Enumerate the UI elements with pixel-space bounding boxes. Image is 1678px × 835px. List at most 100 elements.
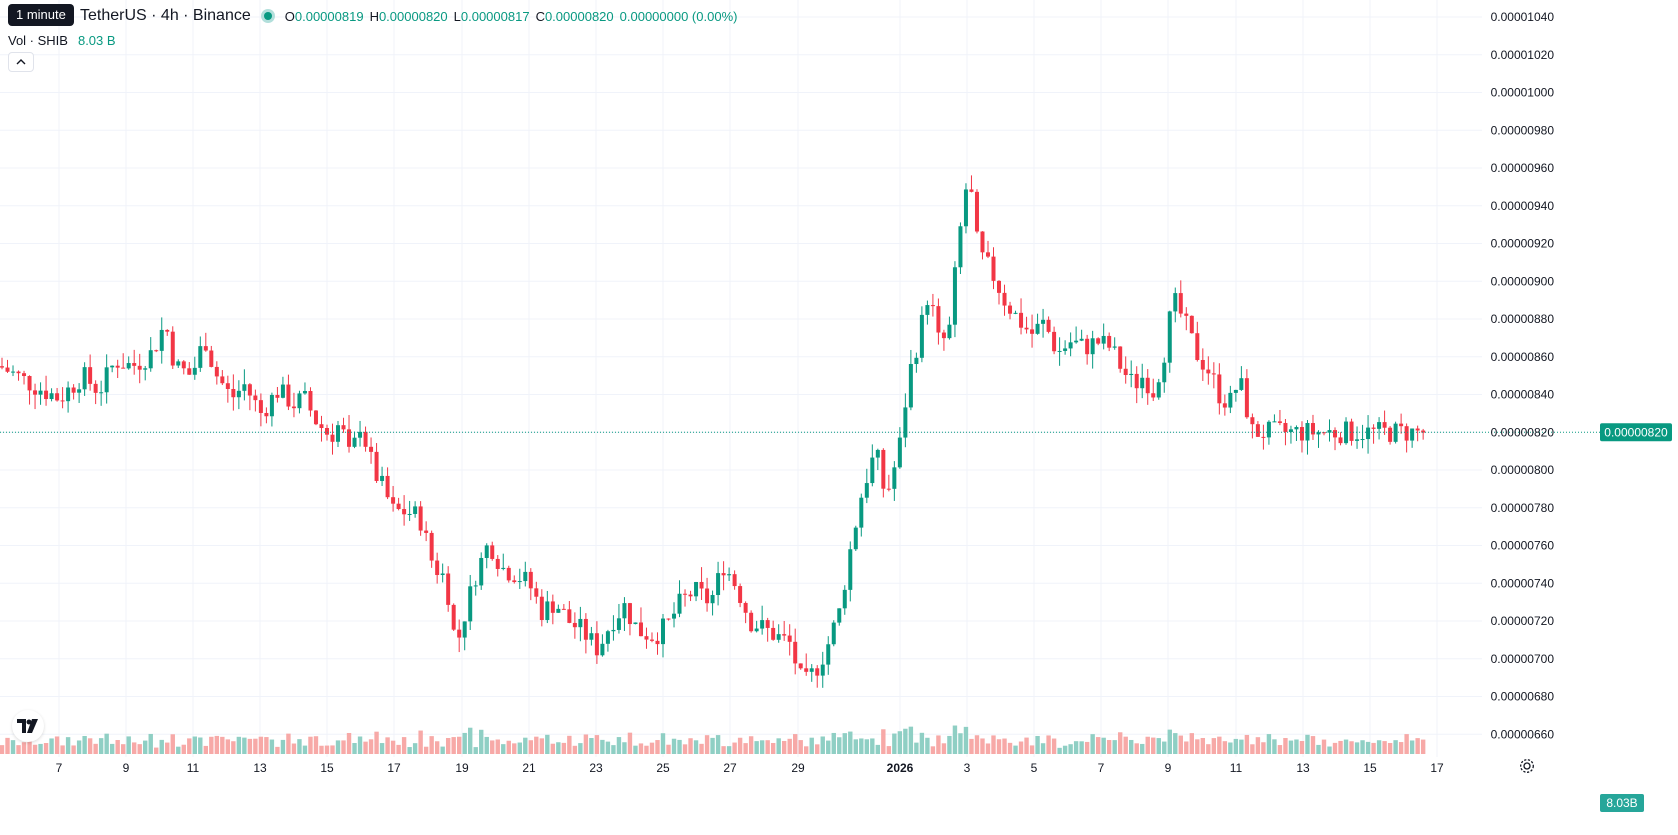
- volume-bar: [980, 738, 985, 754]
- candle-body: [622, 603, 627, 619]
- volume-bar: [842, 733, 847, 754]
- volume-bar: [379, 743, 385, 754]
- volume-bar: [495, 739, 500, 754]
- last-price-text: 0.00000820: [1604, 425, 1668, 439]
- collapse-legend-button[interactable]: [8, 52, 34, 72]
- volume-bar: [1338, 740, 1343, 754]
- candle-body: [1189, 315, 1194, 334]
- time-axis[interactable]: 7 9 11 13 15 17 19 21 23 25 27 29 2026 3 5 7 9 11 13 15 17: [56, 761, 1444, 775]
- volume-bar: [556, 742, 561, 754]
- volume-bar: [776, 738, 781, 754]
- ohlc-close: C0.00000820: [535, 8, 614, 24]
- candle-body: [99, 392, 104, 394]
- price-tick-label: 0.00000900: [1491, 274, 1555, 288]
- volume-bar: [512, 743, 517, 754]
- candle-body: [1162, 362, 1167, 383]
- candle-body: [1222, 403, 1227, 408]
- volume-bar: [947, 735, 952, 754]
- price-tick-label: 0.00001020: [1491, 48, 1555, 62]
- volume-bar: [82, 735, 87, 754]
- volume-bar: [1062, 745, 1068, 754]
- volume-bar: [1255, 737, 1261, 754]
- volume-bar: [43, 743, 49, 754]
- tradingview-logo-icon[interactable]: [12, 710, 44, 742]
- volume-bar: [462, 732, 467, 754]
- volume-bar: [1211, 738, 1217, 754]
- candle-body: [870, 457, 875, 484]
- gear-icon[interactable]: [1518, 757, 1536, 775]
- volume-bar: [831, 732, 836, 754]
- candle-body: [264, 412, 269, 417]
- candle-body: [198, 346, 203, 368]
- volume-bar: [132, 742, 137, 754]
- candle-body: [738, 586, 743, 603]
- volume-bar: [963, 726, 969, 754]
- volume-bar: [1167, 729, 1172, 754]
- candle-body: [11, 371, 16, 373]
- volume-bar: [1305, 734, 1310, 754]
- volume-bar: [203, 745, 209, 754]
- volume-bar: [826, 740, 831, 754]
- candle-body: [848, 549, 853, 590]
- candle-body: [385, 475, 390, 498]
- volume-bar: [445, 737, 451, 754]
- volume-bar: [60, 745, 65, 754]
- volume-bar: [693, 740, 699, 754]
- interval-tooltip: 1 minute: [8, 4, 74, 26]
- time-tick-label: 5: [1031, 761, 1038, 775]
- price-tick-label: 0.00000860: [1491, 350, 1555, 364]
- candle-body: [154, 350, 159, 352]
- candle-body: [297, 393, 302, 409]
- volume-bar: [308, 736, 313, 754]
- volume-bar: [528, 740, 533, 754]
- candle-body: [143, 368, 148, 370]
- candle-body: [523, 571, 528, 582]
- candle-body: [644, 636, 649, 640]
- volume-bar: [996, 739, 1002, 754]
- volume-bar: [605, 741, 611, 754]
- candle-body: [985, 252, 990, 257]
- candle-body: [49, 393, 54, 400]
- candle-body: [286, 384, 291, 407]
- chevron-up-icon: [16, 59, 26, 65]
- time-tick-label: 11: [187, 761, 200, 775]
- candle-body: [776, 634, 781, 640]
- candle-body: [121, 367, 126, 369]
- volume-bar: [115, 740, 120, 754]
- volume-bar: [1117, 732, 1123, 754]
- candle-body: [1382, 422, 1387, 428]
- volume-bar: [165, 742, 170, 754]
- candle-body: [655, 640, 660, 645]
- candlesticks: [0, 175, 1426, 688]
- candle-body: [1421, 430, 1426, 433]
- candle-body: [727, 574, 732, 576]
- volume-label[interactable]: Vol · SHIB: [8, 32, 68, 48]
- volume-bar: [10, 740, 16, 754]
- candle-body: [919, 314, 924, 358]
- price-axis[interactable]: 0.00001040 0.00001020 0.00001000 0.00000980…: [1491, 10, 1555, 741]
- volume-bar: [660, 733, 666, 754]
- volume-bar: [1266, 734, 1272, 754]
- volume-bar: [1145, 736, 1150, 754]
- candle-body: [831, 622, 836, 645]
- volume-bar: [798, 740, 803, 754]
- candle-body: [1366, 427, 1371, 440]
- time-tick-label: 11: [1230, 761, 1243, 775]
- candle-body: [435, 560, 440, 576]
- candle-body: [716, 573, 721, 596]
- volume-bar: [258, 736, 264, 754]
- symbol-title[interactable]: TetherUS · 4h · Binance: [80, 7, 251, 24]
- volume-bar: [655, 740, 660, 754]
- volume-bar: [1272, 739, 1277, 754]
- volume-bar: [671, 738, 677, 754]
- candle-body: [1244, 378, 1249, 418]
- candle-body: [396, 503, 401, 510]
- candle-body: [980, 231, 985, 253]
- market-status-icon[interactable]: [260, 9, 275, 23]
- volume-bars: [0, 725, 1426, 754]
- candle-body: [302, 391, 307, 394]
- candle-body: [963, 189, 968, 227]
- candle-body: [1266, 421, 1271, 438]
- volume-bar: [181, 744, 186, 754]
